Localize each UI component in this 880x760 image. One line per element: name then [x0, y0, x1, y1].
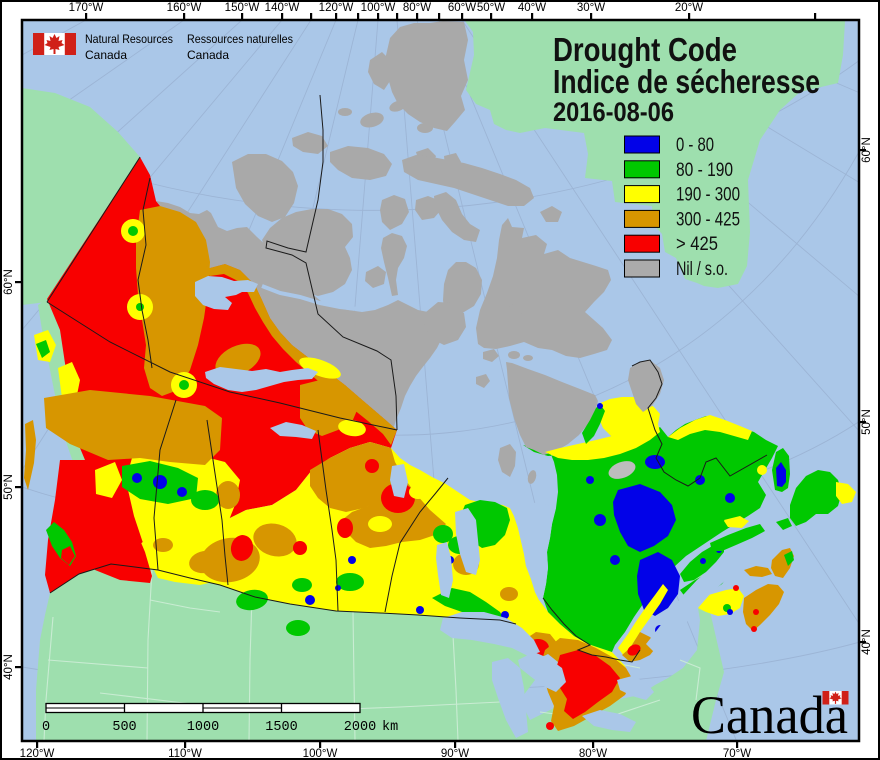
svg-text:0: 0: [42, 720, 50, 735]
svg-text:Ressources naturelles: Ressources naturelles: [187, 32, 293, 46]
svg-text:150°W: 150°W: [225, 2, 260, 14]
svg-text:160°W: 160°W: [167, 2, 202, 14]
svg-text:40°W: 40°W: [518, 2, 546, 14]
svg-text:190 - 300: 190 - 300: [676, 185, 740, 206]
svg-text:Drought Code: Drought Code: [553, 31, 737, 68]
svg-text:Canada: Canada: [85, 48, 127, 62]
svg-text:0 - 80: 0 - 80: [676, 135, 714, 156]
svg-text:Natural Resources: Natural Resources: [85, 32, 173, 46]
svg-text:> 425: > 425: [676, 234, 718, 255]
svg-text:30°W: 30°W: [577, 2, 605, 14]
svg-text:50°W: 50°W: [477, 2, 505, 14]
svg-text:50°N: 50°N: [3, 474, 15, 500]
svg-text:40°N: 40°N: [3, 654, 15, 680]
svg-text:50°N: 50°N: [861, 409, 873, 435]
svg-text:60°N: 60°N: [861, 137, 873, 163]
svg-text:100°W: 100°W: [303, 748, 338, 760]
svg-text:1500: 1500: [265, 720, 297, 735]
svg-text:Canada: Canada: [691, 685, 848, 745]
svg-text:100°W: 100°W: [361, 2, 396, 14]
svg-text:km: km: [382, 720, 398, 735]
svg-text:500: 500: [112, 720, 136, 735]
svg-text:2016-08-06: 2016-08-06: [553, 97, 674, 127]
svg-text:140°W: 140°W: [265, 2, 300, 14]
svg-text:20°W: 20°W: [675, 2, 703, 14]
svg-text:Canada: Canada: [187, 48, 229, 62]
svg-text:70°W: 70°W: [723, 748, 751, 760]
svg-text:Nil / s.o.: Nil / s.o.: [676, 259, 728, 280]
svg-text:170°W: 170°W: [69, 2, 104, 14]
svg-text:80°W: 80°W: [579, 748, 607, 760]
svg-text:2000: 2000: [344, 720, 376, 735]
svg-text:1000: 1000: [187, 720, 219, 735]
svg-text:80 - 190: 80 - 190: [676, 160, 733, 181]
svg-text:120°W: 120°W: [319, 2, 354, 14]
svg-text:110°W: 110°W: [168, 748, 202, 760]
svg-text:90°W: 90°W: [441, 748, 469, 760]
svg-text:300 - 425: 300 - 425: [676, 209, 740, 230]
svg-text:60°N: 60°N: [3, 269, 15, 295]
svg-text:Indice de sécheresse: Indice de sécheresse: [553, 63, 820, 100]
svg-text:120°W: 120°W: [20, 748, 55, 760]
svg-text:60°W: 60°W: [448, 2, 476, 14]
svg-text:80°W: 80°W: [403, 2, 431, 14]
svg-text:40°N: 40°N: [861, 629, 873, 655]
